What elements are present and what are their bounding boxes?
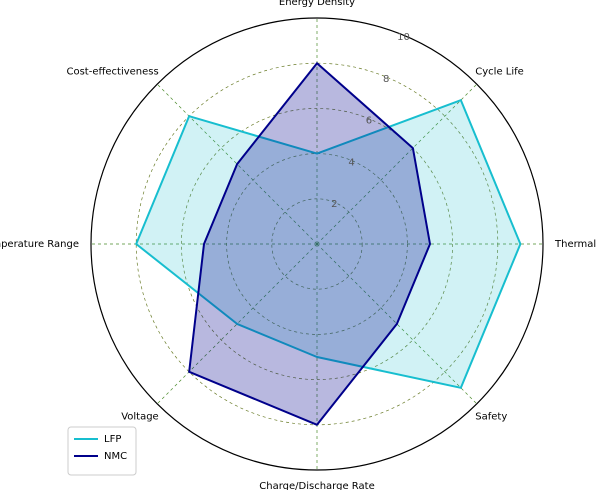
r-tick-label: 8 [383,74,389,85]
r-tick-label: 10 [397,32,410,43]
category-label: Voltage [121,411,159,422]
spoke [156,243,318,405]
r-tick-label: 2 [331,199,337,210]
legend-label: LFP [104,434,121,445]
category-label: Energy Density [279,0,355,8]
category-label: Cycle Life [475,67,524,78]
spoke [316,243,478,405]
series-area [188,62,431,426]
outer-circle [90,17,544,471]
grid-circle [271,198,363,290]
category-label: Safety [475,411,507,422]
spoke [156,83,318,245]
r-tick-label: 6 [366,116,372,127]
category-label: Operating Temperature Range [0,239,79,250]
category-label: Thermal Stability [554,239,600,250]
series-area [135,99,522,389]
spoke [316,83,478,245]
legend: LFP NMC [67,426,137,476]
grid-circle [181,108,453,380]
category-label: Cost-effectiveness [66,67,158,78]
category-label: Charge/Discharge Rate [259,481,374,490]
r-tick-label: 4 [348,157,354,168]
legend-label: NMC [104,451,127,462]
